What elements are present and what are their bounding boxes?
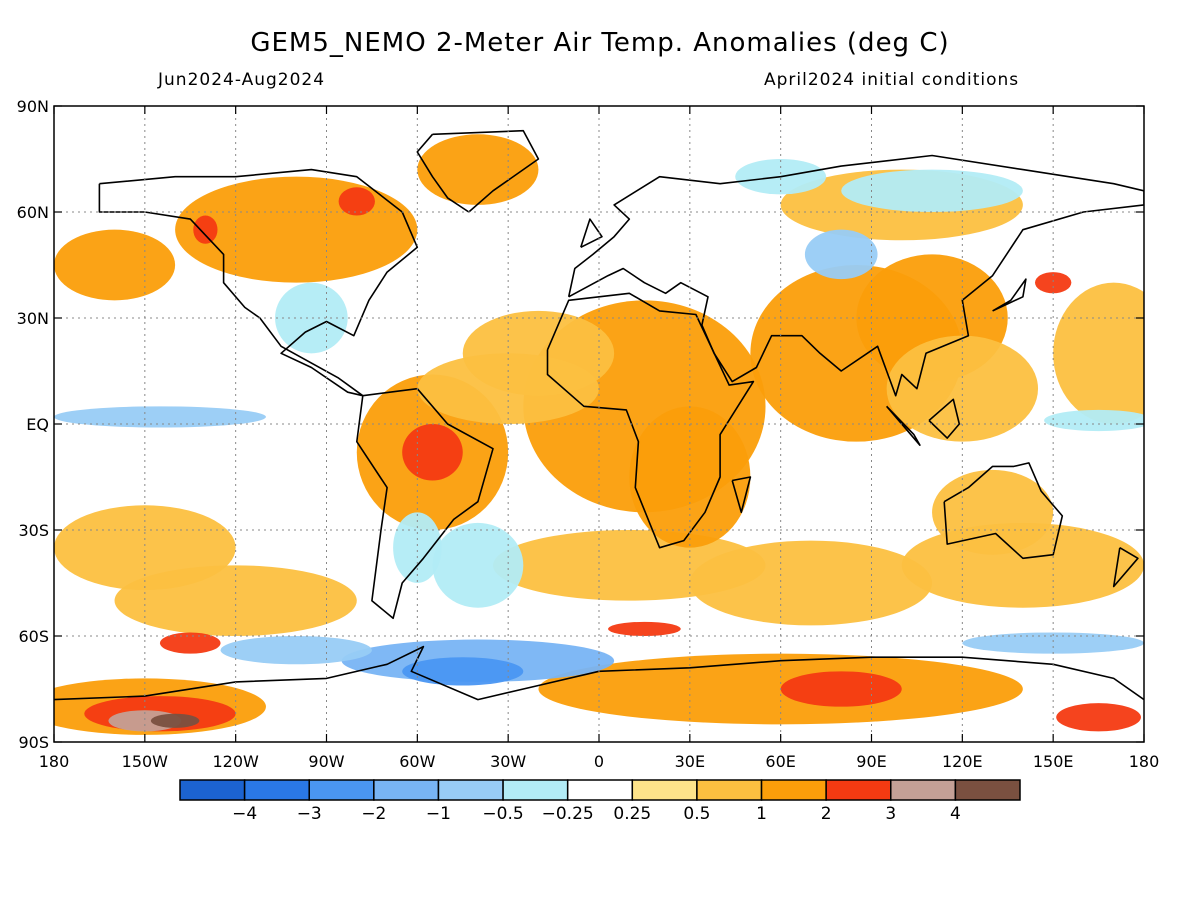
anomaly-contour-region <box>393 512 442 584</box>
anomaly-contour-region <box>275 282 348 354</box>
colorbar-label: −1 <box>426 804 451 824</box>
colorbar-label: 0.5 <box>683 804 710 824</box>
anomaly-contour-region <box>193 215 218 244</box>
colorbar-swatch <box>566 779 634 801</box>
plot-area <box>54 106 1144 742</box>
map-axes: 180 150W 120W 90W 60W 30W 0 30E 60E 90E 120E 150E 18… <box>17 97 1160 771</box>
anomaly-contour-region <box>962 632 1144 654</box>
anomaly-contour-region <box>689 540 933 626</box>
colorbar-label: 3 <box>885 804 896 824</box>
anomaly-contour-region <box>114 565 357 637</box>
anomaly-contour-region <box>69 310 221 354</box>
anomaly-contour-region <box>1044 409 1144 432</box>
coastline <box>1112 547 1139 588</box>
colorbar-swatch <box>631 779 698 801</box>
colorbar-swatch <box>954 779 1021 801</box>
colorbar-label: 0.25 <box>613 804 651 824</box>
colorbar-label: −4 <box>232 804 257 824</box>
colorbar-swatch <box>760 779 827 801</box>
anomaly-contour-region <box>220 636 372 665</box>
anomaly-contour-region <box>54 406 266 428</box>
coastline <box>567 154 1144 397</box>
colorbar-label: −0.5 <box>482 804 523 824</box>
coastline <box>731 476 752 514</box>
anomaly-contour-region <box>780 671 902 707</box>
anomaly-contour-region <box>1035 272 1072 294</box>
colorbar-swatch <box>890 779 957 801</box>
anomaly-contour-region <box>608 621 681 637</box>
coastline <box>928 398 961 439</box>
lat-label: 90S <box>18 733 49 752</box>
colorbar-swatch <box>437 779 504 801</box>
lat-label: 30S <box>18 521 49 540</box>
colorbar-label: 1 <box>756 804 767 824</box>
colorbar: −4 −3 −2 −1 −0.5 −0.25 0.25 0.5 1 2 3 4 <box>179 779 1021 824</box>
coastline-layer <box>54 129 1144 701</box>
coastline <box>580 218 603 249</box>
anomaly-contour-region <box>804 229 878 280</box>
coastline <box>98 168 419 397</box>
lon-label: 0 <box>594 752 604 771</box>
colorbar-label: 4 <box>950 804 961 824</box>
anomaly-contour-region <box>402 424 463 481</box>
lat-label: 30N <box>17 309 49 328</box>
colorbar-label: −2 <box>361 804 386 824</box>
coastline <box>943 462 1064 560</box>
gridlines <box>54 106 1144 742</box>
anomaly-contour-region <box>338 187 375 216</box>
colorbar-swatch <box>696 779 763 801</box>
lat-label: 60N <box>17 203 49 222</box>
colorbar-swatch <box>502 779 569 801</box>
map-title: GEM5_NEMO 2-Meter Air Temp. Anomalies (d… <box>250 28 950 58</box>
colorbar-swatch <box>373 779 440 801</box>
lon-label: 120E <box>942 752 983 771</box>
colorbar-swatch <box>179 779 246 801</box>
anomaly-contour-region <box>1056 703 1141 732</box>
anomaly-contour-region <box>841 169 1023 212</box>
lon-label: 60W <box>399 752 435 771</box>
anomaly-contour-region <box>583 134 736 177</box>
coastline <box>54 645 1144 701</box>
colorbar-label: 2 <box>821 804 832 824</box>
anomaly-contour-region <box>402 657 524 686</box>
colorbar-swatch <box>243 779 310 801</box>
coastline <box>546 292 755 549</box>
colorbar-swatch <box>308 779 375 801</box>
lon-label: 150E <box>1033 752 1074 771</box>
lon-label: 90E <box>856 752 886 771</box>
coastline <box>885 405 921 447</box>
coastline <box>355 387 494 620</box>
colorbar-label: −0.25 <box>542 804 594 824</box>
lat-label: EQ <box>26 415 49 434</box>
anomaly-fill-layer <box>54 134 1144 735</box>
lon-label: 90W <box>308 752 344 771</box>
lat-label: 90N <box>17 97 49 116</box>
colorbar-label: −3 <box>297 804 322 824</box>
lat-label: 60S <box>18 627 49 646</box>
lon-label: 150W <box>122 752 169 771</box>
anomaly-contour-region <box>1053 282 1144 424</box>
anomaly-contour-region <box>150 713 200 728</box>
colorbar-swatch <box>825 779 892 801</box>
anomaly-contour-region <box>432 522 524 608</box>
lon-label: 120W <box>212 752 259 771</box>
coastline <box>992 278 1027 312</box>
lon-label: 180 <box>39 752 70 771</box>
forecast-period: Jun2024-Aug2024 <box>158 70 326 90</box>
initial-conditions-label: April2024 initial conditions <box>764 70 1020 90</box>
anomaly-contour-region <box>159 632 221 654</box>
anomaly-contour-region <box>417 134 539 205</box>
anomaly-contour-region <box>54 229 176 301</box>
lon-label: 180 <box>1129 752 1160 771</box>
lon-label: 30E <box>675 752 705 771</box>
lon-label: 30W <box>490 752 526 771</box>
anomaly-contour-region <box>114 335 297 407</box>
anomaly-contour-region <box>932 469 1054 555</box>
lon-label: 60E <box>765 752 795 771</box>
